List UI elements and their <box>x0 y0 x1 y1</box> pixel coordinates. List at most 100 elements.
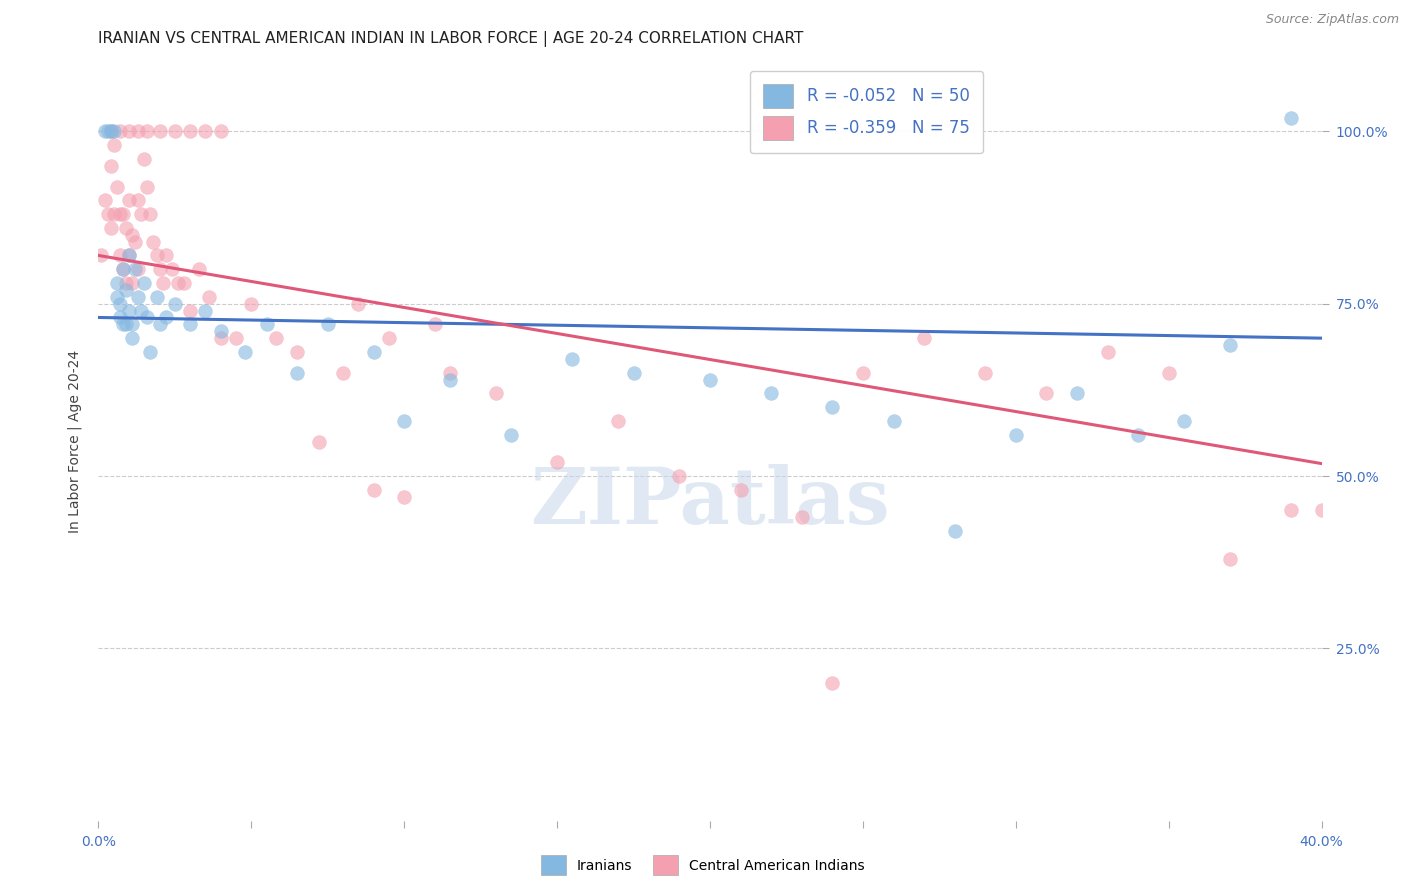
Point <box>115 276 138 290</box>
Point <box>1035 386 1057 401</box>
Point <box>139 207 162 221</box>
Point <box>115 283 138 297</box>
Point <box>821 400 844 414</box>
Text: Source: ZipAtlas.com: Source: ZipAtlas.com <box>1265 13 1399 27</box>
Point <box>264 331 287 345</box>
Point <box>127 124 149 138</box>
Point <box>97 124 120 138</box>
Point <box>160 262 183 277</box>
Point <box>93 194 115 208</box>
Point <box>423 318 446 332</box>
Point <box>943 524 966 538</box>
Point <box>97 207 120 221</box>
Point <box>111 207 134 221</box>
Point <box>108 310 131 325</box>
Point <box>1279 503 1302 517</box>
Point <box>155 310 177 325</box>
Point <box>209 124 232 138</box>
Point <box>108 207 131 221</box>
Point <box>111 262 134 277</box>
Point <box>197 290 219 304</box>
Point <box>149 318 172 332</box>
Point <box>1097 345 1119 359</box>
Point <box>561 351 583 366</box>
Point <box>439 366 461 380</box>
Point <box>607 414 630 428</box>
Point <box>179 318 201 332</box>
Point <box>256 318 278 332</box>
Point <box>1219 338 1241 352</box>
Point <box>974 366 997 380</box>
Legend: Iranians, Central American Indians: Iranians, Central American Indians <box>536 850 870 880</box>
Point <box>155 248 177 262</box>
Point <box>103 124 125 138</box>
Point <box>378 331 401 345</box>
Point <box>668 469 690 483</box>
Point <box>124 262 146 277</box>
Point <box>127 194 149 208</box>
Point <box>118 194 141 208</box>
Point <box>188 262 211 277</box>
Point <box>121 276 143 290</box>
Point <box>883 414 905 428</box>
Point <box>103 207 125 221</box>
Point <box>118 124 141 138</box>
Point <box>1219 551 1241 566</box>
Point <box>501 427 523 442</box>
Legend: R = -0.052   N = 50, R = -0.359   N = 75: R = -0.052 N = 50, R = -0.359 N = 75 <box>751 70 983 153</box>
Point <box>118 303 141 318</box>
Point <box>118 248 141 262</box>
Point <box>485 386 508 401</box>
Point <box>316 318 339 332</box>
Point <box>730 483 752 497</box>
Y-axis label: In Labor Force | Age 20-24: In Labor Force | Age 20-24 <box>67 350 82 533</box>
Point <box>912 331 935 345</box>
Point <box>145 290 167 304</box>
Point <box>179 303 201 318</box>
Point <box>105 290 128 304</box>
Point <box>139 345 162 359</box>
Point <box>121 227 143 242</box>
Point <box>285 345 308 359</box>
Point <box>100 159 122 173</box>
Point <box>363 345 385 359</box>
Point <box>145 248 167 262</box>
Point <box>852 366 875 380</box>
Point <box>439 372 461 386</box>
Point <box>194 303 217 318</box>
Point <box>392 490 416 504</box>
Text: ZIPatlas: ZIPatlas <box>530 464 890 541</box>
Point <box>285 366 308 380</box>
Point <box>105 276 128 290</box>
Point <box>1310 503 1333 517</box>
Point <box>209 324 232 338</box>
Point <box>759 386 782 401</box>
Point <box>1004 427 1026 442</box>
Point <box>163 124 186 138</box>
Point <box>103 138 125 153</box>
Point <box>240 296 263 310</box>
Point <box>108 248 131 262</box>
Point <box>1279 111 1302 125</box>
Point <box>115 318 138 332</box>
Point <box>225 331 247 345</box>
Point <box>149 124 172 138</box>
Point <box>392 414 416 428</box>
Point <box>118 248 141 262</box>
Point <box>152 276 174 290</box>
Point <box>93 124 115 138</box>
Point <box>121 318 143 332</box>
Point <box>173 276 195 290</box>
Point <box>105 179 128 194</box>
Point <box>1128 427 1150 442</box>
Point <box>108 124 131 138</box>
Point <box>108 296 131 310</box>
Point <box>111 262 134 277</box>
Point <box>115 220 138 235</box>
Point <box>194 124 217 138</box>
Point <box>124 235 146 249</box>
Point <box>209 331 232 345</box>
Point <box>111 318 134 332</box>
Text: IRANIAN VS CENTRAL AMERICAN INDIAN IN LABOR FORCE | AGE 20-24 CORRELATION CHART: IRANIAN VS CENTRAL AMERICAN INDIAN IN LA… <box>98 31 804 47</box>
Point <box>167 276 190 290</box>
